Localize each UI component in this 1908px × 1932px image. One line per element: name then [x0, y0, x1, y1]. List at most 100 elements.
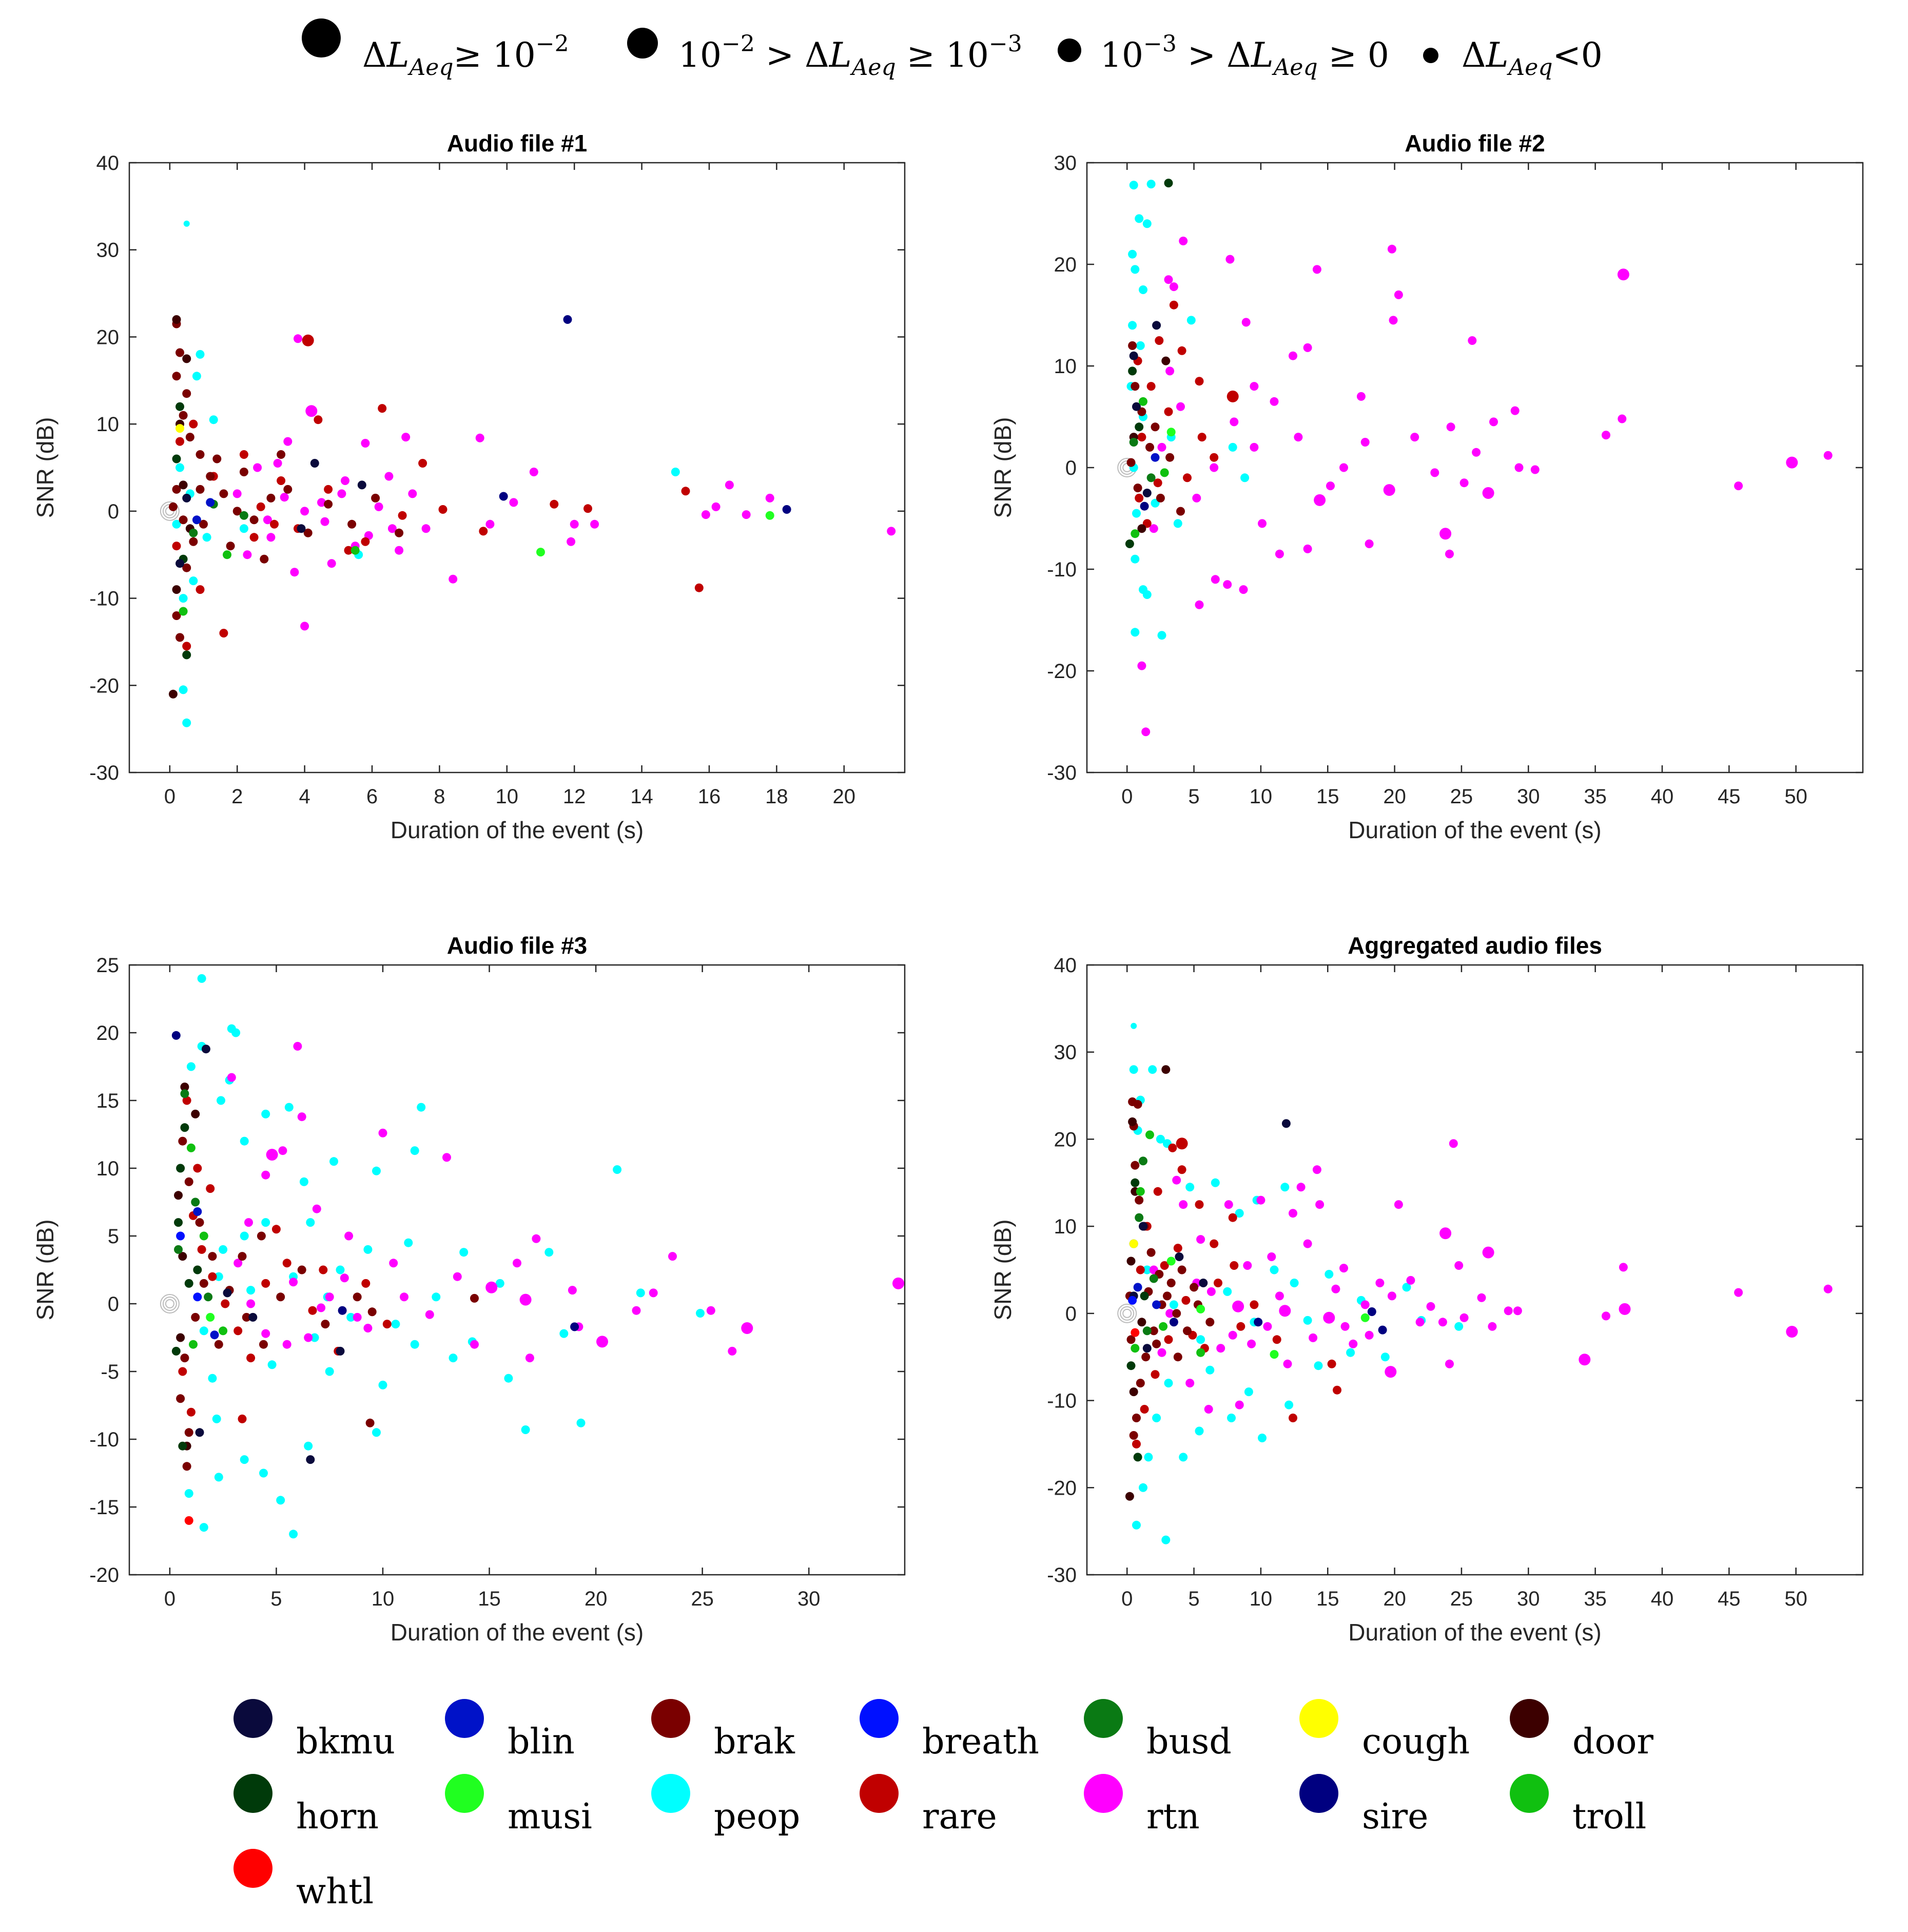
point-rare: [186, 1407, 196, 1417]
plot-title: Audio file #3: [447, 932, 587, 959]
point-door: [178, 1252, 187, 1261]
point-peop: [378, 1380, 387, 1389]
point-rtn: [232, 489, 242, 498]
point-peop: [363, 1245, 373, 1254]
point-brak: [178, 1136, 187, 1146]
point-rtn: [1270, 397, 1279, 406]
point-bkmu: [310, 459, 319, 468]
point-rtn: [233, 1259, 243, 1268]
point-rtn: [1258, 519, 1267, 528]
point-horn: [1131, 1178, 1140, 1187]
point-rtn: [1459, 478, 1469, 488]
point-peop: [1205, 1365, 1215, 1375]
point-rtn: [1375, 1279, 1385, 1287]
point-peop: [176, 463, 184, 472]
point-troll: [199, 1231, 208, 1241]
point-brak: [1176, 507, 1185, 516]
point-troll: [1131, 1344, 1140, 1353]
point-brak: [199, 519, 208, 529]
point-rare: [1153, 478, 1162, 488]
point-rtn: [1387, 244, 1396, 254]
point-rare: [1226, 390, 1239, 402]
point-peop: [1380, 1353, 1390, 1362]
point-rare: [1272, 1335, 1281, 1344]
point-blin: [193, 1207, 202, 1216]
point-bkmu: [1142, 489, 1152, 497]
point-rare: [378, 404, 387, 413]
point-rare: [308, 1306, 317, 1315]
point-brak: [184, 1177, 193, 1186]
y-tick-label: 15: [96, 1090, 120, 1112]
point-peop: [504, 1374, 513, 1383]
x-tick-label: 16: [698, 785, 721, 808]
point-brak: [1133, 484, 1142, 493]
point-horn: [180, 1123, 189, 1132]
legend-marker: [1510, 1774, 1549, 1813]
point-rare: [261, 1279, 270, 1288]
point-peop: [696, 1309, 705, 1318]
point-blin: [1133, 1283, 1142, 1292]
point-peop: [1284, 1400, 1294, 1409]
point-rtn: [567, 537, 576, 546]
point-rtn: [1365, 539, 1374, 548]
point-rare: [182, 642, 191, 651]
point-brak: [212, 454, 222, 463]
point-brak: [176, 633, 184, 642]
point-bkmu: [357, 480, 366, 490]
point-rtn: [742, 510, 751, 519]
point-bkmu: [201, 1045, 210, 1054]
plot-title: Aggregated audio files: [1348, 932, 1602, 959]
x-tick-label: 40: [1651, 785, 1674, 808]
point-peop: [219, 1245, 228, 1254]
point-brak: [470, 1293, 479, 1303]
legend-marker: [445, 1774, 484, 1813]
point-rare: [197, 1245, 206, 1254]
x-axis-label: Duration of the event (s): [1348, 1619, 1601, 1646]
point-brak: [176, 348, 184, 357]
point-rtn: [529, 468, 538, 476]
point-peop: [1136, 341, 1145, 350]
size-label-1: ΔLAeq≥ 10−2: [362, 31, 569, 81]
point-rtn: [525, 1354, 534, 1363]
point-rare: [1210, 453, 1219, 462]
scatter-points: [168, 220, 896, 727]
point-rtn: [1243, 1261, 1252, 1270]
point-rtn: [1204, 1405, 1213, 1414]
point-brak: [249, 515, 259, 525]
point-peop: [1142, 590, 1152, 599]
point-rtn: [1179, 1200, 1188, 1209]
point-brak: [353, 1292, 362, 1302]
point-peop: [1186, 316, 1196, 325]
point-rtn: [1141, 727, 1151, 737]
point-peop: [1235, 1209, 1244, 1218]
origin-ring: [165, 1299, 174, 1308]
point-busd: [180, 1089, 189, 1098]
point-peop: [671, 468, 680, 476]
point-brak: [1131, 382, 1140, 391]
x-tick-label: 35: [1584, 785, 1607, 808]
point-rare: [681, 487, 690, 496]
legend-marker: [860, 1699, 899, 1738]
x-tick-label: 25: [1450, 785, 1473, 808]
point-peop: [299, 1177, 308, 1186]
point-peop: [306, 1218, 315, 1227]
legend-marker: [1084, 1699, 1123, 1738]
point-rtn: [1389, 316, 1398, 325]
point-peop: [1290, 1279, 1299, 1287]
point-rare: [1289, 1414, 1297, 1422]
y-tick-label: 0: [1065, 1303, 1077, 1325]
point-rtn: [1365, 1330, 1374, 1340]
x-tick-label: 15: [1316, 785, 1339, 808]
point-brak: [1141, 1353, 1151, 1362]
point-rare: [178, 1367, 187, 1376]
point-rare: [344, 546, 353, 555]
y-tick-label: 10: [1054, 355, 1077, 378]
point-rare: [302, 334, 314, 346]
point-rtn: [341, 476, 349, 485]
x-tick-label: 10: [496, 785, 519, 808]
point-peop: [289, 1530, 298, 1539]
legend-label: whtl: [296, 1871, 374, 1912]
point-brak: [1131, 1161, 1140, 1170]
point-sire: [338, 1306, 347, 1315]
